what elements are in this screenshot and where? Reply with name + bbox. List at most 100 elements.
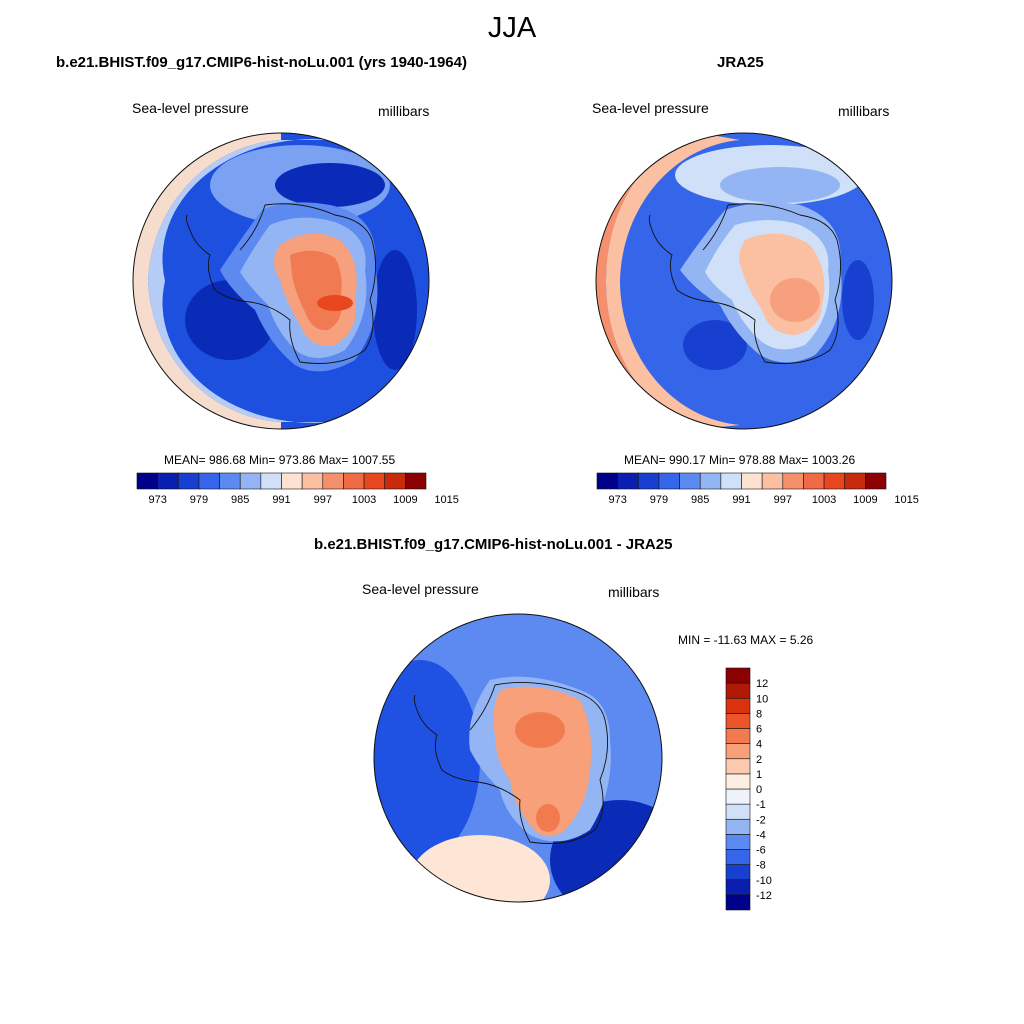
- model-colorbar-tick-label: 997: [314, 494, 332, 506]
- model-variable-label: Sea-level pressure: [132, 100, 249, 116]
- diff-colorbar-swatch: [725, 818, 751, 835]
- diff-colorbar-swatch: [725, 773, 751, 790]
- model-coastline: [185, 203, 376, 364]
- model-high-3: [317, 295, 353, 311]
- obs-colorbar-swatch: [803, 472, 825, 490]
- obs-colorbar-tick-label: 1015: [894, 494, 918, 506]
- diff-variable-label: Sea-level pressure: [362, 581, 479, 597]
- model-colorbar-tick-label: 1015: [434, 494, 458, 506]
- diff-colorbar-swatch: [725, 667, 751, 684]
- obs-map-border: [595, 132, 893, 430]
- model-map-rings: [133, 133, 330, 429]
- obs-colorbar-tick-label: 1009: [853, 494, 877, 506]
- model-colorbar: 973 979 985 991 997 1003 1009 1015: [136, 472, 459, 506]
- diff-colorbar-swatch: [725, 682, 751, 699]
- diff-colorbar-tick-label: -10: [756, 875, 772, 887]
- obs-colorbar-swatch: [699, 472, 722, 490]
- model-colorbar-swatch: [219, 472, 241, 490]
- diff-colorbar-swatch: [725, 758, 751, 775]
- model-polar-map: [133, 133, 429, 429]
- obs-ring-4: [720, 167, 840, 203]
- diff-colorbar-tick-label: -1: [756, 799, 766, 811]
- obs-colorbar-tick-label: 997: [774, 494, 792, 506]
- model-colorbar-swatch: [177, 472, 200, 490]
- diff-coastline: [413, 681, 609, 844]
- diff-colorbar-tick-label: 0: [756, 784, 762, 796]
- model-low-north: [275, 163, 385, 207]
- model-colorbar-swatch: [363, 472, 386, 490]
- diff-tongue: [410, 835, 550, 902]
- diff-colorbar-tick-label: 1: [756, 769, 762, 781]
- model-colorbar-swatch: [136, 472, 158, 490]
- diff-colorbar-tick-label: -12: [756, 890, 772, 902]
- obs-colorbar-swatch: [720, 472, 742, 490]
- diff-colorbar-swatch: [725, 834, 751, 850]
- diff-colorbar-tick-label: -6: [756, 845, 766, 857]
- diff-low-west: [374, 660, 480, 860]
- model-colorbar-swatch: [405, 472, 427, 490]
- obs-colorbar-swatch: [844, 472, 866, 490]
- model-colorbar-tick-label: 1009: [393, 494, 417, 506]
- obs-colorbar-swatch: [658, 472, 680, 490]
- diff-colorbar-swatch: [725, 713, 751, 729]
- diff-stats: MIN = -11.63 MAX = 5.26: [678, 633, 814, 647]
- diff-colorbar-tick-label: 2: [756, 754, 762, 766]
- model-colorbar-swatch: [260, 472, 282, 490]
- diff-panel-title: b.e21.BHIST.f09_g17.CMIP6-hist-noLu.001 …: [314, 536, 673, 553]
- obs-colorbar-swatch: [782, 472, 804, 490]
- model-colorbar-tick-label: 985: [231, 494, 249, 506]
- model-panel-title: b.e21.BHIST.f09_g17.CMIP6-hist-noLu.001 …: [56, 54, 467, 71]
- diff-high-3: [536, 804, 560, 832]
- model-colorbar-swatch: [157, 472, 179, 490]
- obs-colorbar-tick-label: 973: [608, 494, 626, 506]
- diff-colorbar-tick-label: -4: [756, 829, 766, 841]
- diff-colorbar-swatch: [725, 788, 751, 805]
- diff-colorbar-tick-label: 6: [756, 724, 762, 736]
- obs-variable-label: Sea-level pressure: [592, 100, 709, 116]
- model-colorbar-swatch: [384, 472, 406, 490]
- model-colorbar-swatch: [198, 472, 220, 490]
- diff-colorbar-swatch: [725, 803, 751, 820]
- diff-colorbar-swatch: [725, 849, 751, 865]
- obs-colorbar-swatch: [637, 472, 660, 490]
- diff-colorbar-swatch: [725, 697, 751, 714]
- obs-colorbar-tick-label: 1003: [812, 494, 836, 506]
- obs-colorbar-swatch: [761, 472, 784, 490]
- obs-units-label: millibars: [838, 103, 890, 119]
- diff-high-2: [515, 712, 565, 748]
- diff-polar-map: [374, 614, 662, 902]
- model-low-east: [373, 250, 417, 370]
- diff-units-label: millibars: [608, 584, 660, 600]
- obs-colorbar-swatch: [679, 472, 701, 490]
- model-ring-1: [133, 133, 281, 429]
- obs-colorbar: 973 979 985 991 997 1003 1009 1015: [596, 472, 919, 506]
- model-colorbar-swatch: [343, 472, 365, 490]
- diff-colorbar-tick-label: -8: [756, 860, 766, 872]
- model-colorbar-tick-label: 1003: [352, 494, 376, 506]
- obs-ring-2: [605, 133, 740, 429]
- model-colorbar-tick-label: 979: [190, 494, 208, 506]
- obs-colorbar-tick-label: 979: [650, 494, 668, 506]
- obs-low-west: [683, 320, 747, 370]
- obs-low-east: [842, 260, 874, 340]
- diff-colorbar-swatch: [725, 864, 751, 881]
- model-colorbar-swatch: [239, 472, 262, 490]
- obs-coastline: [648, 203, 841, 364]
- diff-colorbar-swatch: [725, 879, 751, 896]
- model-colorbar-tick-label: 973: [148, 494, 166, 506]
- model-stats: MEAN= 986.68 Min= 973.86 Max= 1007.55: [164, 453, 396, 467]
- diff-colorbar-swatch: [725, 743, 751, 760]
- diff-colorbar-tick-label: 8: [756, 708, 762, 720]
- model-map-border: [132, 132, 430, 430]
- obs-high-2: [770, 278, 820, 322]
- model-colorbar-swatch: [301, 472, 324, 490]
- obs-colorbar-swatch: [865, 472, 887, 490]
- obs-colorbar-swatch: [823, 472, 846, 490]
- obs-panel-title: JRA25: [717, 54, 764, 71]
- diff-map-border: [373, 613, 663, 903]
- model-units-label: millibars: [378, 103, 430, 119]
- diff-colorbar-tick-label: 10: [756, 693, 768, 705]
- obs-colorbar-tick-label: 991: [732, 494, 750, 506]
- diff-colorbar-swatch: [725, 894, 751, 911]
